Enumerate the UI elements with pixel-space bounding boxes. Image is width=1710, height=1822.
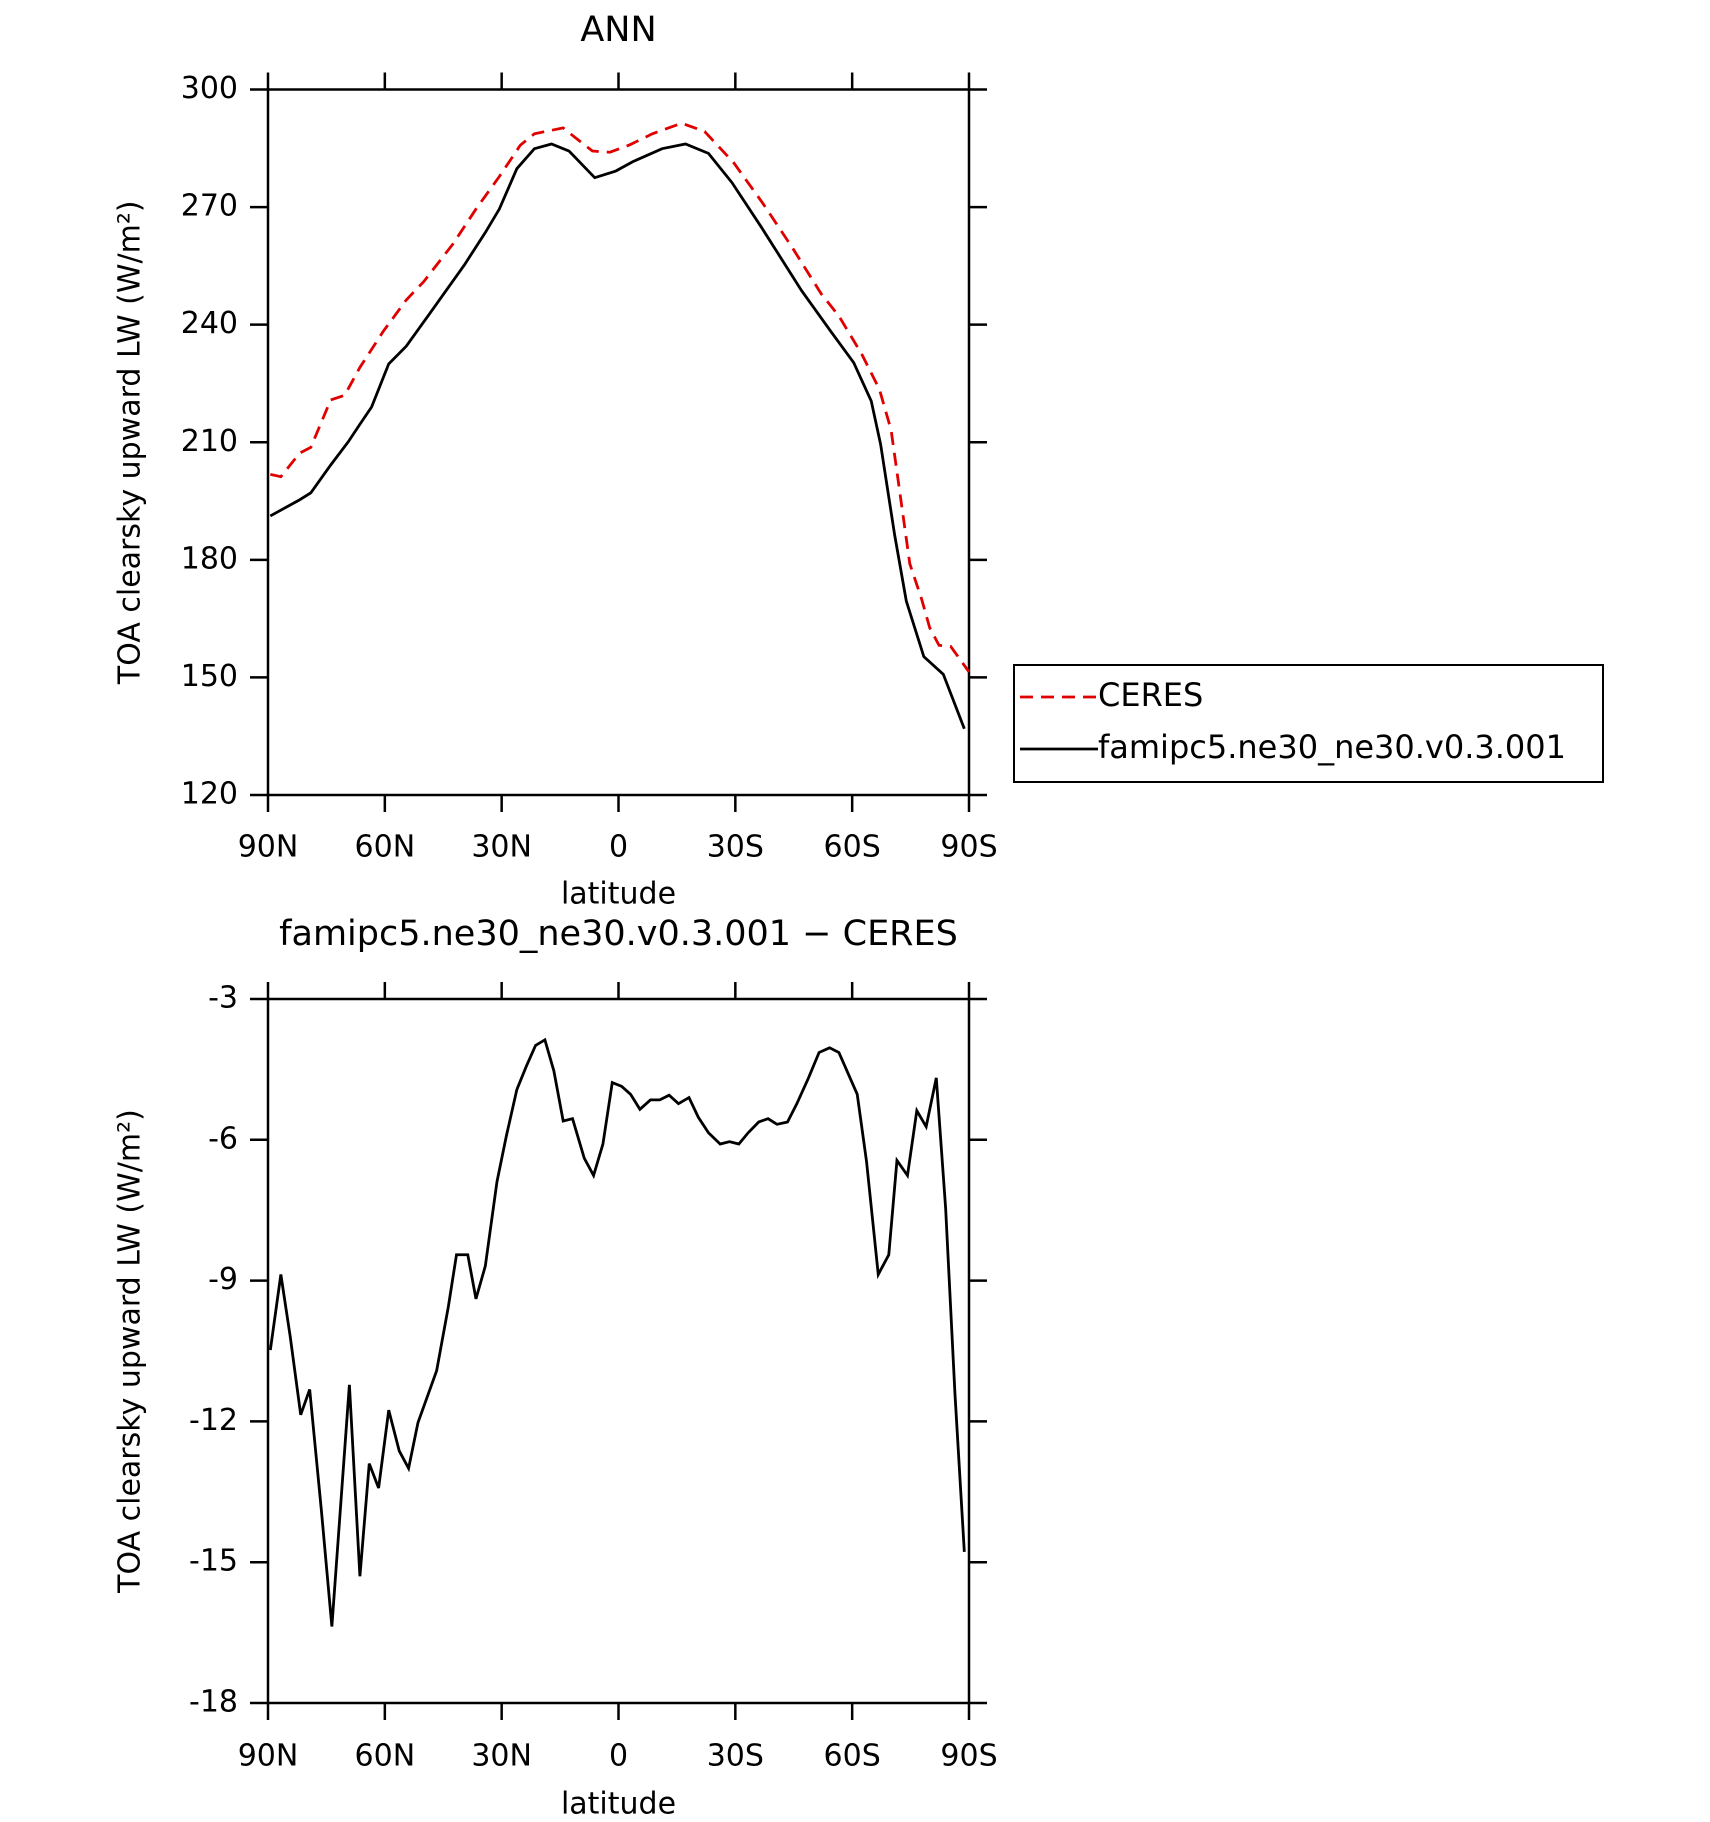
- y-tick-label: 240: [181, 306, 238, 341]
- y-tick-label: -12: [189, 1403, 238, 1438]
- y-tick-label: -3: [208, 981, 238, 1016]
- x-tick-label: 0: [609, 1739, 628, 1774]
- y-tick-label: -18: [189, 1685, 238, 1720]
- y-tick-label: -6: [208, 1121, 238, 1156]
- x-tick-label: 30S: [707, 1739, 764, 1774]
- y-axis-title: TOA clearsky upward LW (W/m²): [113, 200, 148, 685]
- x-tick-label: 90N: [238, 1739, 299, 1774]
- y-tick-label: 270: [181, 189, 238, 224]
- plot-frame: [266, 88, 971, 797]
- chart-title: ANN: [580, 10, 656, 50]
- data-line: [268, 1037, 966, 1627]
- x-tick-label: 30N: [471, 830, 532, 865]
- legend-label: famipc5.ne30_ne30.v0.3.001: [1098, 728, 1566, 766]
- y-tick-label: -9: [208, 1262, 238, 1297]
- y-tick-label: 150: [181, 659, 238, 694]
- data-line: [270, 121, 971, 673]
- plot-frame: [266, 997, 971, 1705]
- x-tick-label: 60S: [824, 1739, 881, 1774]
- y-tick-label: 210: [181, 424, 238, 459]
- x-tick-label: 60N: [355, 830, 416, 865]
- x-tick-label: 60N: [355, 1739, 416, 1774]
- x-tick-label: 90S: [940, 830, 997, 865]
- y-tick-label: 180: [181, 541, 238, 576]
- y-tick-label: 300: [181, 71, 238, 106]
- x-axis-title: latitude: [561, 877, 676, 912]
- y-tick-label: -15: [189, 1544, 238, 1579]
- x-tick-label: 60S: [824, 830, 881, 865]
- legend-box: [1013, 664, 1604, 783]
- y-tick-label: 120: [181, 777, 238, 812]
- x-tick-label: 30N: [471, 1739, 532, 1774]
- chart-title: famipc5.ne30_ne30.v0.3.001 − CERES: [279, 914, 958, 954]
- x-tick-label: 90S: [940, 1739, 997, 1774]
- x-axis-title: latitude: [561, 1787, 676, 1822]
- x-tick-label: 0: [609, 830, 628, 865]
- legend-label: CERES: [1098, 676, 1203, 714]
- y-axis-title: TOA clearsky upward LW (W/m²): [113, 1109, 148, 1594]
- x-tick-label: 30S: [707, 830, 764, 865]
- x-tick-label: 90N: [238, 830, 299, 865]
- data-line: [269, 142, 966, 730]
